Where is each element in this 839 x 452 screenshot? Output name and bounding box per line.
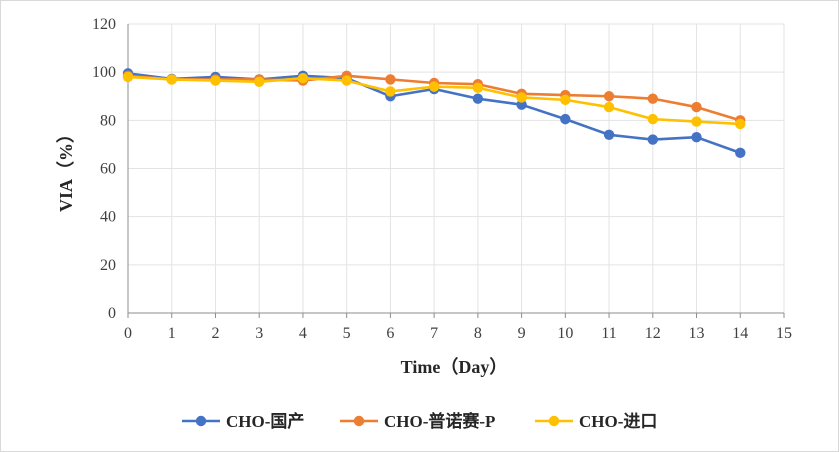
series-3 [122,71,746,130]
x-axis-title: Time（Day） [401,357,508,377]
legend-item: CHO-国产 [182,411,304,431]
data-point [647,113,658,125]
data-point [472,82,484,94]
y-tick-label: 20 [100,257,116,274]
x-tick-label: 1 [168,325,176,342]
data-point [472,93,484,104]
y-tick-label: 40 [100,209,116,226]
data-point [735,147,746,159]
data-point [297,72,309,84]
data-point [735,118,746,130]
gridlines [128,23,785,313]
data-point [516,99,527,110]
data-point [603,91,615,102]
axes [127,24,785,318]
y-tick-label: 100 [92,64,116,81]
x-tick-label: 3 [255,325,263,342]
x-tick-label: 0 [124,325,132,342]
data-point [603,101,615,113]
legend-marker [195,415,207,427]
legend-label: CHO-国产 [226,411,304,431]
x-tick-label: 2 [211,325,219,342]
data-point [210,75,221,86]
x-tick-label: 6 [386,325,394,342]
data-point [254,76,265,88]
x-tick-label: 12 [645,325,661,342]
legend-marker [548,415,560,427]
data-point [560,94,571,106]
data-point [691,116,702,127]
y-axis-title: VIA（%） [56,125,76,212]
x-tick-label: 9 [518,325,526,342]
data-point [341,75,352,86]
data-point [647,93,658,104]
y-tick-label: 120 [92,16,116,33]
data-point [166,74,177,85]
legend-label: CHO-普诺赛-P [384,411,495,431]
x-tick-label: 5 [343,325,351,342]
x-tick-label: 8 [474,325,482,342]
x-tick-label: 13 [689,325,705,342]
legend-item: CHO-普诺赛-P [340,411,495,431]
data-point [603,129,615,140]
legend: CHO-国产 CHO-普诺赛-P CHO-进口 [182,411,657,431]
series-lines [122,68,746,159]
legend-item: CHO-进口 [535,412,657,431]
legend-marker [353,415,365,427]
data-point [647,134,658,145]
y-tick-labels: 0 20 40 60 80 100 120 [92,16,116,322]
x-tick-label: 15 [776,325,792,342]
data-point [691,131,702,143]
y-tick-label: 60 [100,161,116,178]
data-point [560,113,571,125]
y-tick-label: 0 [108,305,116,322]
x-tick-labels: 0 1 2 3 4 5 6 7 8 9 10 11 12 13 14 15 [124,325,792,342]
x-tick-label: 7 [430,325,438,342]
data-point [122,71,134,83]
data-point [428,81,440,92]
data-point [385,86,396,97]
x-tick-label: 11 [601,325,616,342]
data-point [516,92,527,103]
data-point [691,101,702,113]
y-tick-label: 80 [100,112,116,129]
x-tick-label: 14 [732,325,748,342]
data-point [385,74,396,85]
x-tick-label: 10 [557,325,573,342]
x-tick-label: 4 [299,325,307,342]
legend-label: CHO-进口 [579,412,657,431]
